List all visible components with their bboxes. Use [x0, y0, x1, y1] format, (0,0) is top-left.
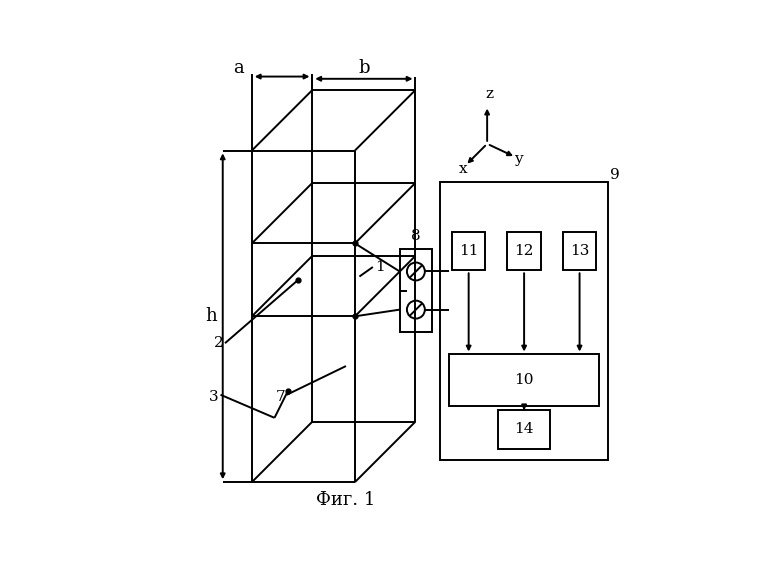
Bar: [452, 232, 485, 271]
Bar: [562, 232, 597, 271]
Text: x: x: [459, 162, 467, 176]
Text: 1: 1: [375, 260, 385, 274]
Text: 11: 11: [459, 244, 478, 258]
Text: h: h: [206, 307, 218, 325]
Bar: [449, 354, 599, 406]
Text: 10: 10: [514, 373, 534, 387]
Bar: [399, 249, 432, 332]
Bar: [440, 182, 608, 460]
Text: 2: 2: [215, 336, 224, 350]
Bar: [498, 410, 550, 449]
Text: 12: 12: [514, 244, 534, 258]
Text: y: y: [514, 152, 523, 166]
Text: 14: 14: [514, 423, 534, 436]
Text: 8: 8: [411, 229, 420, 243]
Text: 13: 13: [570, 244, 589, 258]
Text: a: a: [233, 59, 244, 77]
Bar: [507, 232, 541, 271]
Text: Фиг. 1: Фиг. 1: [316, 491, 376, 509]
Text: 3: 3: [208, 390, 218, 404]
Text: z: z: [485, 87, 494, 101]
Text: b: b: [358, 59, 370, 77]
Text: 7: 7: [276, 390, 285, 404]
Text: 9: 9: [611, 168, 620, 182]
